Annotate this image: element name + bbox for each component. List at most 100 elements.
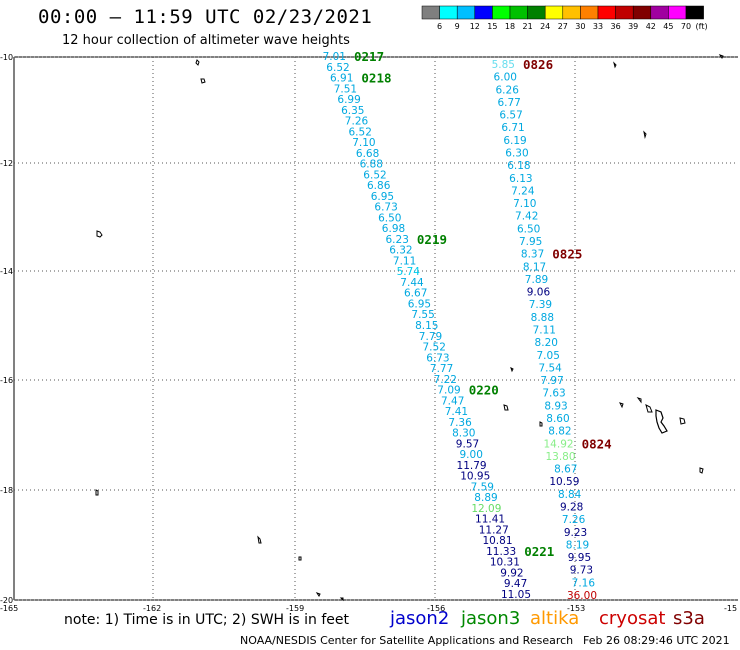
pass-time-label: 0825: [552, 247, 582, 262]
wave-height-value: 7.42: [515, 211, 538, 223]
island: [510, 367, 514, 373]
legend-swatch: [527, 5, 546, 20]
wave-height-value: 7.11: [393, 255, 416, 267]
satellite-track-east: 5.856.006.266.776.576.716.196.306.186.13…: [492, 57, 612, 602]
wave-height-value: 7.51: [334, 83, 357, 95]
wave-height-value: 8.17: [523, 261, 546, 273]
wave-height-value: 6.67: [404, 288, 427, 300]
wave-height-value: 6.18: [507, 160, 530, 172]
island: [613, 61, 617, 69]
wave-height-value: 6.52: [349, 126, 372, 138]
wave-height-value: 7.59: [471, 481, 494, 493]
wave-height-value: 9.47: [504, 578, 527, 590]
wave-height-value: 7.52: [423, 342, 446, 354]
wave-height-value: 5.85: [492, 59, 515, 71]
wave-height-value: 7.79: [419, 331, 442, 343]
units-note: note: 1) Time is in UTC; 2) SWH is in fe…: [64, 612, 350, 628]
wave-height-value: 8.19: [566, 539, 589, 551]
wave-height-value: 6.52: [326, 62, 349, 74]
latitude-label: -10: [0, 53, 13, 62]
longitude-label: -153: [567, 604, 585, 613]
longitude-label: -162: [143, 604, 161, 613]
wave-height-value: 7.89: [525, 274, 548, 286]
legend-swatch: [685, 5, 704, 20]
satellite-legend-item: cryosat: [599, 608, 666, 629]
wave-height-value: 6.95: [408, 298, 431, 310]
legend-tick-label: 27: [558, 22, 568, 31]
color-legend: 6 9 12 15 18 21 24 27 30 33 36 39 42 45 70 (ft): [421, 5, 708, 31]
wave-height-value: 8.15: [415, 320, 438, 332]
pass-time-label: 0219: [417, 232, 447, 247]
wave-height-value: 7.26: [562, 514, 586, 526]
legend-tick-label: 36: [611, 22, 621, 31]
legend-tick-label: 45: [663, 22, 673, 31]
legend-swatch: [597, 5, 616, 20]
map-title: 00:00 – 11:59 UTC 02/23/2021: [38, 6, 373, 28]
wave-height-value: 7.47: [441, 395, 464, 407]
wave-height-value: 12.09: [471, 503, 501, 515]
wave-height-value: 9.06: [527, 287, 551, 299]
wave-height-value: 6.99: [337, 94, 360, 106]
island: [503, 404, 509, 411]
credit-line: NOAA/NESDIS Center for Satellite Applica…: [240, 634, 574, 647]
wave-height-value: 8.93: [544, 400, 567, 412]
latitude-label: -18: [0, 486, 13, 495]
wave-height-value: 8.88: [531, 312, 554, 324]
wave-height-value: 9.57: [456, 438, 479, 450]
legend-tick-label: 39: [628, 22, 638, 31]
legend-swatch: [439, 5, 458, 20]
latitude-label: -14: [0, 267, 13, 276]
wave-height-value: 10.59: [549, 476, 579, 488]
legend-swatch: [544, 5, 564, 20]
wave-height-value: 6.26: [496, 84, 520, 96]
island: [200, 78, 206, 84]
wave-height-value: 6.88: [360, 159, 383, 171]
wave-height-value: 8.89: [474, 492, 497, 504]
wave-height-value: 14.92: [544, 438, 574, 450]
generated-timestamp: Feb 26 08:29:46 UTC 2021: [583, 634, 730, 647]
island: [645, 404, 653, 413]
wave-height-value: 7.10: [352, 137, 375, 149]
legend-tick-label: 18: [505, 22, 515, 31]
wave-height-value: 6.68: [356, 148, 379, 160]
legend-swatch: [562, 5, 581, 20]
longitude-label: -156: [427, 604, 445, 613]
pass-time-label: 0220: [469, 383, 499, 398]
legend-unit: (ft): [696, 22, 708, 31]
wave-height-value: 6.32: [389, 245, 412, 257]
satellite-legend-item: jason2: [390, 608, 450, 629]
legend-tick-label: 24: [540, 22, 550, 31]
wave-height-value: 6.77: [497, 97, 520, 109]
pass-time-label: 0218: [361, 71, 391, 86]
island: [339, 597, 344, 602]
wave-height-value: 6.57: [499, 110, 522, 122]
axis-labels: -10 -12 -14 -16 -18 -20-165 -162 -159 -156 -153 -1…: [0, 53, 737, 613]
wave-height-value: 7.01: [323, 51, 346, 63]
wave-height-value: 11.79: [457, 460, 487, 472]
wave-height-value: 6.50: [378, 212, 401, 224]
pass-time-label: 0221: [524, 544, 554, 559]
island: [636, 397, 642, 404]
wave-height-value: 5.74: [397, 266, 421, 278]
wave-height-value: 7.24: [511, 185, 535, 197]
wave-height-value: 9.95: [568, 552, 591, 564]
island: [96, 230, 103, 238]
wave-height-value: 7.10: [513, 198, 536, 210]
wave-height-value: 7.77: [430, 363, 453, 375]
legend-swatch: [492, 5, 511, 20]
wave-height-value: 6.52: [363, 169, 386, 181]
wave-height-value: 9.28: [560, 502, 583, 514]
wave-height-value: 13.80: [545, 451, 575, 463]
wave-height-value: 8.37: [521, 249, 544, 261]
wave-height-value: 6.73: [374, 202, 397, 214]
wave-height-value: 6.00: [494, 72, 517, 84]
legend-tick-label: 9: [455, 22, 460, 31]
wave-height-value: 7.63: [542, 388, 565, 400]
wave-height-value: 10.81: [482, 535, 512, 547]
wave-height-value: 7.97: [540, 375, 563, 387]
wave-height-value: 11.41: [475, 514, 505, 526]
wave-height-value: 8.60: [546, 413, 569, 425]
wave-height-value: 8.84: [558, 489, 582, 501]
legend-tick-label: 12: [470, 22, 480, 31]
wave-height-value: 6.73: [426, 352, 449, 364]
